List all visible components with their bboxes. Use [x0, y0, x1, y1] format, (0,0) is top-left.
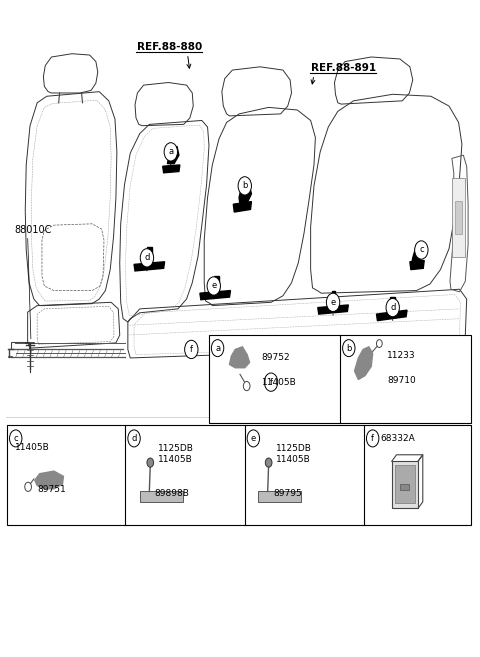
Polygon shape — [390, 297, 395, 310]
Polygon shape — [200, 290, 230, 300]
Polygon shape — [147, 247, 152, 261]
Text: 11405B: 11405B — [158, 455, 192, 464]
Circle shape — [265, 458, 272, 467]
Text: 89710: 89710 — [387, 376, 416, 386]
Circle shape — [25, 482, 32, 491]
Circle shape — [211, 340, 224, 357]
Bar — [455, 201, 462, 234]
Circle shape — [147, 458, 154, 467]
Text: 89752: 89752 — [262, 353, 290, 363]
Polygon shape — [163, 165, 180, 173]
Text: d: d — [132, 434, 137, 443]
Circle shape — [343, 340, 355, 357]
Text: c: c — [13, 434, 18, 443]
Polygon shape — [134, 261, 165, 271]
Circle shape — [386, 298, 399, 317]
Text: 88010C: 88010C — [15, 225, 52, 235]
Polygon shape — [35, 471, 63, 489]
FancyBboxPatch shape — [140, 491, 183, 502]
Circle shape — [243, 382, 250, 391]
Text: 11233: 11233 — [387, 351, 416, 361]
Polygon shape — [410, 260, 424, 269]
Text: c: c — [419, 246, 424, 254]
Text: 11405B: 11405B — [262, 378, 296, 387]
Text: f: f — [269, 378, 273, 387]
Circle shape — [415, 241, 428, 259]
Circle shape — [185, 340, 198, 359]
Bar — [392, 461, 418, 509]
Text: a: a — [168, 147, 173, 156]
Polygon shape — [355, 347, 372, 380]
Text: e: e — [251, 434, 256, 443]
Text: d: d — [390, 303, 396, 312]
Polygon shape — [376, 310, 407, 321]
Circle shape — [264, 373, 278, 392]
Text: 11405B: 11405B — [276, 455, 311, 464]
Text: e: e — [330, 298, 336, 307]
Text: 11405B: 11405B — [15, 443, 49, 452]
Polygon shape — [233, 202, 252, 212]
Text: f: f — [371, 434, 374, 443]
Polygon shape — [168, 147, 179, 164]
Circle shape — [238, 177, 252, 195]
Text: 68332A: 68332A — [381, 434, 416, 443]
Circle shape — [366, 430, 379, 447]
Polygon shape — [229, 347, 250, 368]
Bar — [395, 465, 415, 503]
Text: REF.88-880: REF.88-880 — [137, 42, 203, 52]
Text: a: a — [215, 344, 220, 353]
Polygon shape — [318, 305, 348, 314]
Text: 89898B: 89898B — [154, 489, 189, 498]
Text: REF.88-891: REF.88-891 — [311, 63, 376, 73]
Text: e: e — [211, 281, 216, 290]
Polygon shape — [332, 290, 336, 305]
Text: f: f — [190, 345, 193, 354]
Circle shape — [128, 430, 140, 447]
Text: 89751: 89751 — [37, 485, 66, 494]
Bar — [452, 178, 465, 256]
Circle shape — [376, 340, 382, 348]
Text: d: d — [144, 254, 150, 262]
FancyBboxPatch shape — [258, 491, 301, 502]
Polygon shape — [214, 276, 218, 290]
Circle shape — [10, 430, 22, 447]
Text: 1125DB: 1125DB — [276, 444, 312, 453]
Bar — [400, 484, 409, 490]
Bar — [209, 335, 471, 423]
Text: 89795: 89795 — [274, 489, 302, 498]
Circle shape — [207, 277, 220, 295]
Text: 1125DB: 1125DB — [158, 444, 194, 453]
Circle shape — [247, 430, 260, 447]
Bar — [7, 425, 471, 525]
Circle shape — [326, 293, 340, 311]
Polygon shape — [239, 183, 252, 204]
Text: b: b — [346, 344, 351, 353]
Circle shape — [164, 143, 178, 161]
Polygon shape — [412, 245, 424, 263]
Text: b: b — [242, 181, 248, 191]
Circle shape — [140, 249, 154, 267]
